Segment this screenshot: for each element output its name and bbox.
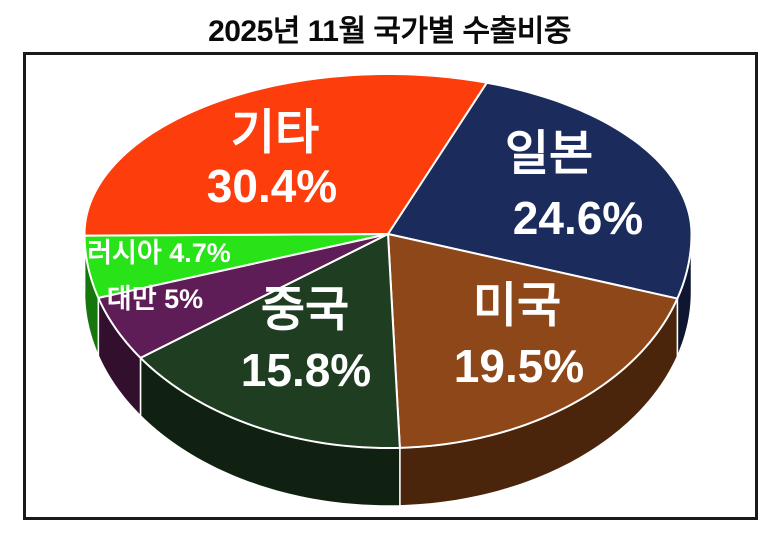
chart-title: 2025년 11월 국가별 수출비중 — [208, 15, 571, 48]
pie-label-others-pct: 30.4% — [207, 160, 337, 212]
pie-slice-china — [139, 233, 401, 449]
pie-label-japan-name: 일본 — [505, 128, 593, 181]
pie-slice-usa — [387, 233, 679, 449]
pie-label-japan-pct: 24.6% — [513, 192, 643, 244]
pie-label-others-name: 기타 — [231, 107, 319, 160]
pie-label-taiwan: 대만 5% — [107, 284, 203, 314]
pie-slice-japan — [387, 81, 693, 300]
pie-slice-taiwan — [97, 233, 389, 359]
pie-slice-russia — [83, 233, 389, 299]
pie-label-china-pct: 15.8% — [241, 344, 371, 396]
pie-label-usa-name: 미국 — [473, 280, 561, 333]
pie-slice-others — [83, 73, 488, 237]
pie-label-usa-pct: 19.5% — [454, 340, 584, 392]
pie-label-russia: 러시아 4.7% — [87, 238, 231, 268]
pie-label-china-name: 중국 — [261, 284, 349, 337]
